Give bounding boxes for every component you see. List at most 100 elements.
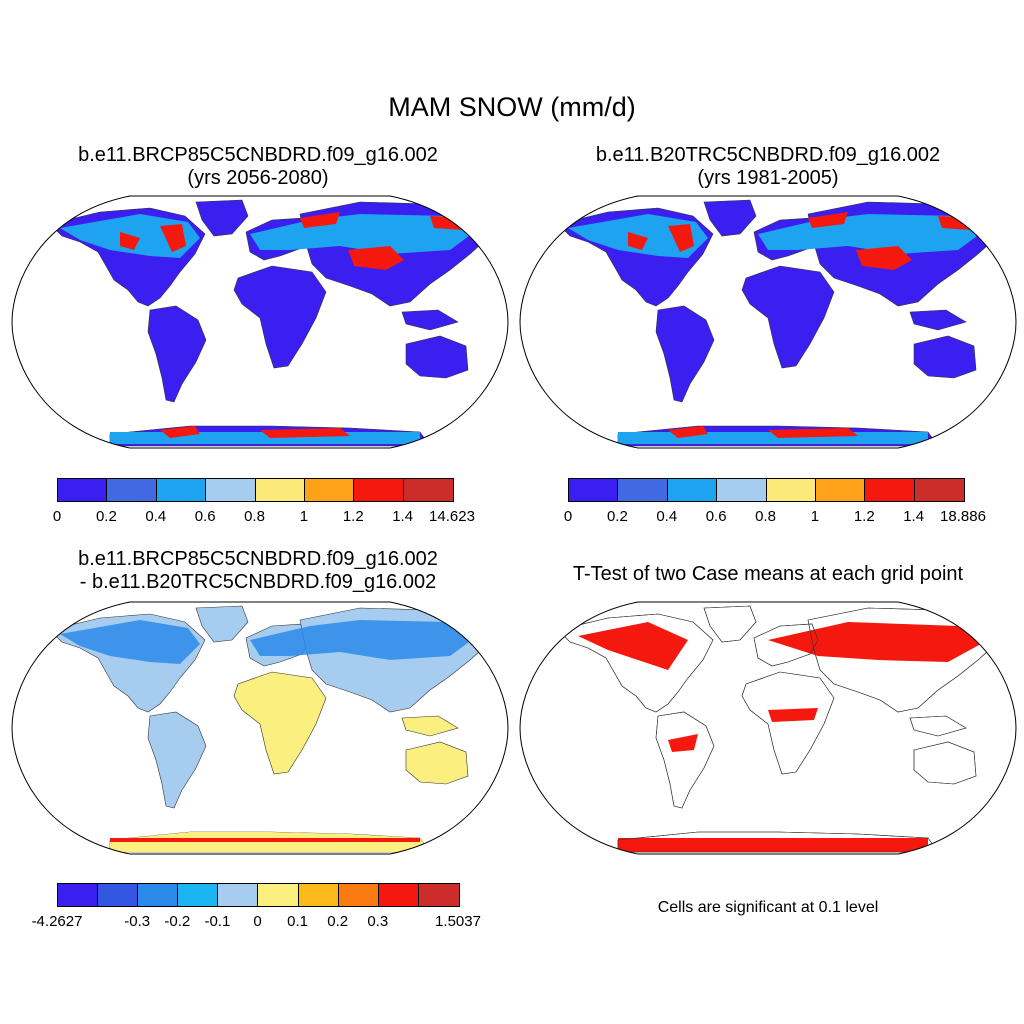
land-africa (233, 265, 327, 369)
snow-high-region (808, 212, 848, 228)
snow-high-region (348, 246, 404, 270)
colorbar-swatch (354, 479, 404, 501)
colorbar-tick-label: 0.2 (95, 508, 117, 525)
colorbar-swatch (107, 479, 157, 501)
colorbar-tick-label: 0 (253, 913, 262, 930)
panel-top-right-title: b.e11.B20TRC5CNBDRD.f09_g16.002 (yrs 198… (512, 144, 1024, 190)
coastline-antarctica (617, 831, 939, 853)
snow-high-region (668, 426, 708, 438)
coastline-africa (741, 671, 835, 775)
coastline-samerica (655, 711, 715, 809)
antarctic-edge-increase (110, 838, 420, 842)
map-frame (11, 601, 509, 855)
colorbar-swatch (569, 479, 619, 501)
colorbar-swatch (815, 479, 866, 501)
map-frame (519, 195, 1017, 449)
colorbar-swatch (138, 884, 179, 906)
snow-high-region (768, 428, 858, 438)
land-seasia (401, 715, 459, 737)
map-panel-bottom-left (11, 601, 509, 855)
significant-cells (618, 838, 928, 852)
colorbar-swatch (156, 479, 207, 501)
map-frame (11, 195, 509, 449)
panel-bottom-right-title: T-Test of two Case means at each grid po… (572, 563, 964, 585)
significant-cells (768, 622, 988, 662)
colorbar-tick-label: 0.4 (145, 508, 167, 525)
panel-top-right-title-line1: b.e11.B20TRC5CNBDRD.f09_g16.002 (595, 144, 941, 166)
land-australia (405, 335, 469, 379)
land-samerica (655, 305, 715, 403)
snow-high-region (160, 426, 200, 438)
land-greenland (703, 199, 757, 237)
land-seasia (401, 309, 459, 331)
significance-note: Cells are significant at 0.1 level (657, 899, 879, 916)
land-africa (233, 671, 327, 775)
land-africa (741, 265, 835, 369)
colorbar-swatch (98, 884, 139, 906)
colorbar-tick-label: 1.4 (392, 508, 414, 525)
colorbar-swatch (766, 479, 816, 501)
colorbar-tick-label: 1.2 (342, 508, 364, 525)
colorbar-swatch (58, 479, 108, 501)
colorbar-swatch (667, 479, 718, 501)
colorbar-tick-label: 1 (299, 508, 309, 525)
colorbar-swatch (378, 884, 419, 906)
colorbar-swatch (914, 479, 964, 501)
colorbar-tick-label: 0.6 (705, 508, 727, 525)
colorbar-tick-label: 1.4 (903, 508, 925, 525)
panel-top-left-title-line2: (yrs 2056-2080) (187, 167, 329, 189)
land-samerica (147, 711, 207, 809)
colorbar-swatch (178, 884, 219, 906)
map-ocean (520, 602, 1016, 854)
colorbar-tick-label: 18.886 (940, 508, 986, 525)
map-panel-bottom-right (519, 601, 1017, 855)
panel-bottom-left-title: b.e11.BRCP85C5CNBDRD.f09_g16.002 - b.e11… (2, 548, 514, 594)
snow-high-region (300, 212, 340, 228)
figure-title: MAM SNOW (mm/d) (388, 92, 636, 122)
colorbar-swatch (58, 884, 99, 906)
colorbar-swatch (618, 479, 668, 501)
colorbar-tick-label: 1.2 (853, 508, 875, 525)
colorbar-swatch (206, 479, 256, 501)
colorbar-tick-label: 0.2 (606, 508, 628, 525)
colorbar-tick-label: 0.8 (755, 508, 776, 525)
colorbar-swatch (298, 884, 339, 906)
panel-bottom-left-title-line1: b.e11.BRCP85C5CNBDRD.f09_g16.002 (78, 548, 438, 570)
colorbar-swatch (418, 884, 459, 906)
colorbar-tick-label: 1.5037 (435, 913, 481, 930)
land-australia (913, 335, 977, 379)
colorbar-tick-label: 0.4 (656, 508, 678, 525)
coastline-australia (913, 741, 977, 785)
colorbar-swatch (717, 479, 767, 501)
snow-high-region (856, 246, 912, 270)
significant-cells (578, 622, 688, 670)
colorbar-tick-label: 0.2 (327, 913, 349, 930)
colorbar-swatch (304, 479, 355, 501)
snow-high-region (430, 216, 470, 230)
colorbar-top-left (57, 478, 454, 502)
map-panel-top-right (519, 195, 1017, 449)
colorbar-bottom-left (57, 883, 460, 907)
colorbar-tick-label: 0.6 (194, 508, 216, 525)
land-greenland (195, 605, 249, 643)
snow-decrease-region (60, 620, 200, 664)
land-samerica (147, 305, 207, 403)
colorbar-swatch (255, 479, 305, 501)
colorbar-swatch (338, 884, 379, 906)
coastline-seasia (909, 715, 967, 737)
snow-high-region (260, 428, 350, 438)
panel-bottom-left-title-line2: - b.e11.B20TRC5CNBDRD.f09_g16.002 (79, 571, 437, 593)
colorbar-tick-label: -0.1 (204, 913, 231, 930)
colorbar-swatch (218, 884, 259, 906)
coastline-europe (753, 623, 819, 667)
colorbar-tick-label: 0.1 (287, 913, 309, 930)
panel-top-left-title-line1: b.e11.BRCP85C5CNBDRD.f09_g16.002 (78, 144, 438, 166)
snow-high-region (628, 232, 648, 250)
map-panel-top-left (11, 195, 509, 449)
snow-high-region (160, 224, 186, 252)
panel-top-right-title-line2: (yrs 1981-2005) (697, 167, 839, 189)
colorbar-tick-label: -4.2627 (31, 913, 83, 930)
colorbar-tick-label: 0 (52, 508, 62, 525)
snow-decrease-region (250, 620, 480, 660)
colorbar-tick-label: 0.3 (367, 913, 389, 930)
